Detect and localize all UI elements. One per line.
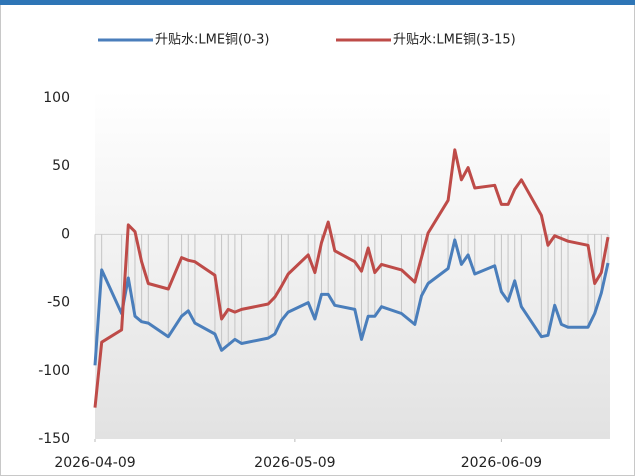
y-tick-label: -50 — [47, 295, 70, 311]
top-bar — [0, 0, 635, 5]
plot-area — [95, 90, 610, 439]
y-tick-label: 0 — [61, 226, 70, 242]
legend-label: 升贴水:LME铜(3-15) — [393, 33, 516, 48]
x-tick-label: 2026-05-09 — [254, 455, 335, 471]
series-line — [93, 148, 610, 408]
x-tick-label: 2026-04-09 — [54, 455, 135, 471]
y-tick-label: -100 — [38, 363, 70, 379]
y-tick-label: 100 — [43, 90, 70, 106]
legend-label: 升贴水:LME铜(0-3) — [155, 33, 269, 48]
y-tick-label: -150 — [38, 431, 70, 447]
y-tick-label: 50 — [52, 158, 70, 174]
x-tick-label: 2026-06-09 — [461, 455, 542, 471]
series-line — [93, 238, 610, 366]
